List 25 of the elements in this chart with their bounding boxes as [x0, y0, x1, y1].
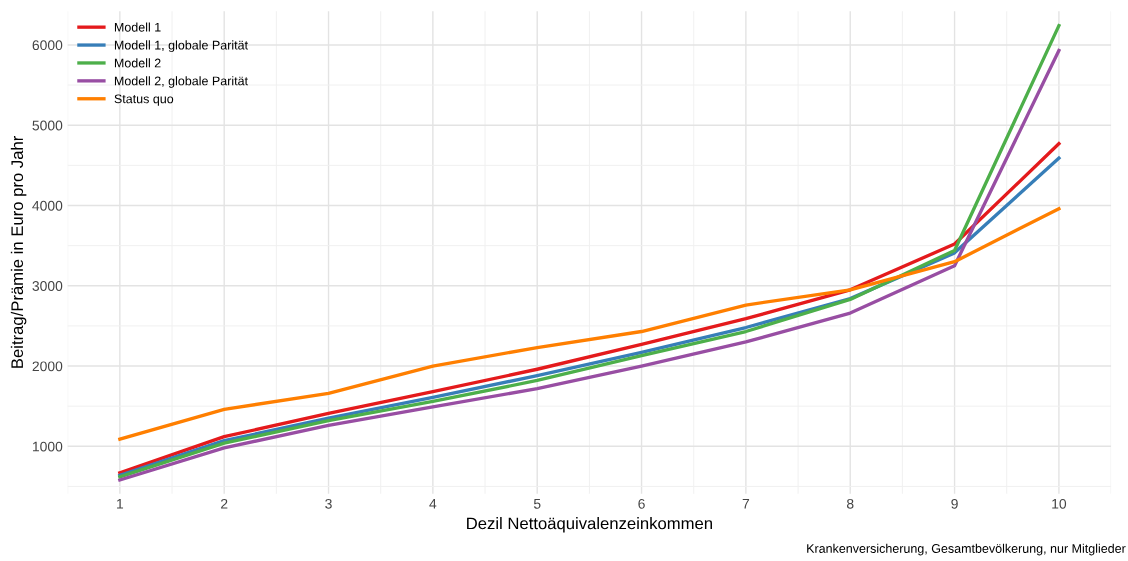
x-tick-label: 7 [742, 499, 750, 509]
line-series [118, 207, 1061, 441]
y-tick-label: 1000 [32, 441, 63, 452]
legend-label: Modell 2, globale Parität [114, 76, 248, 88]
legend-label: Modell 1, globale Parität [114, 40, 248, 53]
x-tick-label: 1 [117, 499, 124, 509]
x-tick-label: 8 [846, 498, 854, 509]
x-tick-label: 9 [951, 498, 958, 509]
x-tick-label: 10 [1052, 498, 1067, 509]
text: Krankenversicherung, Gesamtbevölkerung, nur Mitglieder [807, 543, 1126, 556]
legend-label: Modell 2 [114, 58, 161, 68]
y-tick-label: 3000 [32, 281, 63, 291]
y-tick-label: 4000 [32, 200, 63, 211]
legend-label: Status quo [114, 94, 174, 106]
x-tick-label: 6 [638, 498, 645, 509]
y-axis-title: Beitrag/Prämie in Euro pro Jahr [10, 136, 27, 368]
x-tick-label: 5 [533, 499, 541, 509]
x-axis-title: Dezil Nettoäquivalenzeinkommen [467, 517, 712, 533]
y-tick-label: 6000 [32, 40, 63, 51]
y-tick-label: 2000 [32, 361, 63, 372]
legend-label: Modell 1 [114, 22, 161, 32]
y-tick-label: 5000 [32, 120, 63, 131]
x-tick-label: 3 [325, 498, 332, 509]
x-tick-label: 2 [221, 498, 228, 509]
x-tick-label: 4 [429, 499, 437, 509]
